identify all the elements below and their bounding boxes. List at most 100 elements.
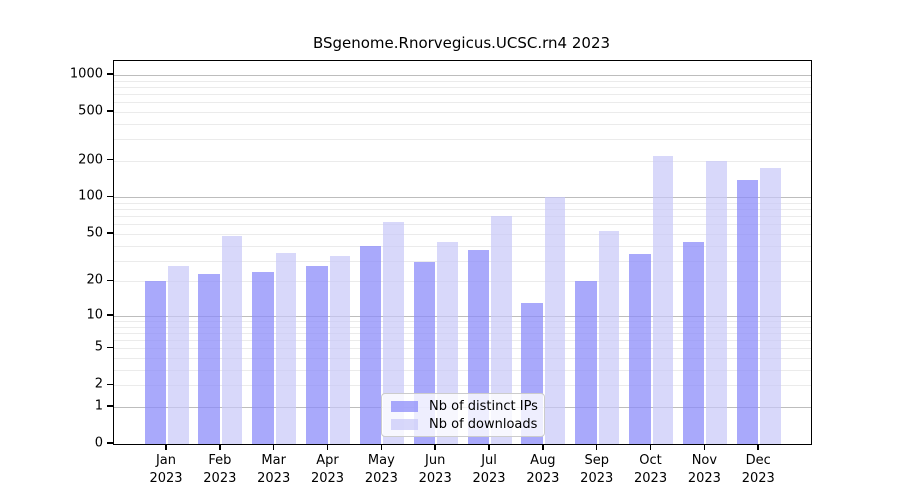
minor-gridline	[114, 332, 811, 334]
bar-ips-nov	[682, 241, 705, 444]
x-tick-mark	[380, 444, 383, 450]
bar-ips-mar	[252, 272, 274, 444]
x-tick-mark	[488, 444, 490, 450]
minor-gridline	[114, 86, 811, 88]
x-tick-mark	[219, 444, 221, 450]
bar-ips-may	[359, 245, 382, 444]
bar-ips-oct	[629, 254, 651, 444]
x-tick-mark	[434, 444, 436, 450]
x-tick-mark	[272, 444, 275, 450]
chart-title: BSgenome.Rnorvegicus.UCSC.rn4 2023	[312, 34, 611, 52]
y-tick-mark	[107, 383, 113, 386]
bar-ips-apr	[306, 266, 328, 444]
bar-downloads-feb	[221, 236, 243, 444]
x-tick-mark	[703, 444, 706, 450]
x-tick-label: Apr 2023	[310, 453, 345, 487]
bar-downloads-nov	[706, 160, 727, 444]
minor-gridline	[114, 139, 811, 141]
bar-downloads-apr	[329, 255, 351, 444]
bar-ips-sep	[575, 281, 597, 444]
y-tick-label: 50	[86, 225, 103, 241]
legend-label-distinct-ips: Nb of distinct IPs	[429, 398, 538, 414]
minor-gridline	[114, 348, 811, 350]
minor-gridline	[114, 160, 811, 162]
y-tick-mark	[107, 195, 113, 198]
x-tick-mark	[326, 444, 329, 450]
minor-gridline	[114, 385, 811, 387]
y-tick-mark	[107, 346, 113, 349]
minor-gridline	[114, 260, 811, 262]
y-tick-mark	[107, 442, 113, 444]
y-tick-label: 1	[94, 398, 103, 414]
y-tick-mark	[107, 73, 113, 75]
legend: Nb of distinct IPs Nb of downloads	[381, 393, 545, 437]
y-tick-label: 20	[86, 272, 103, 288]
x-tick-label: Feb 2023	[203, 453, 237, 487]
y-tick-label: 1000	[69, 66, 103, 82]
minor-gridline	[114, 358, 811, 360]
x-tick-label: Aug 2023	[526, 453, 560, 487]
y-tick-label: 5	[94, 339, 103, 355]
legend-swatch-distinct-ips	[391, 400, 418, 412]
x-tick-label: Jun 2023	[418, 453, 452, 487]
major-gridline	[114, 315, 811, 317]
bar-downloads-jan	[168, 266, 189, 444]
x-tick-mark	[649, 444, 652, 450]
x-tick-mark	[542, 444, 544, 450]
y-tick-mark	[107, 158, 113, 161]
minor-gridline	[114, 209, 811, 211]
minor-gridline	[114, 224, 811, 226]
minor-gridline	[114, 80, 811, 82]
y-tick-mark	[107, 314, 113, 316]
bar-downloads-dec	[760, 167, 781, 444]
y-tick-label: 200	[78, 152, 103, 168]
legend-item-distinct-ips: Nb of distinct IPs	[391, 398, 538, 414]
minor-gridline	[114, 203, 811, 205]
x-tick-label: Jul 2023	[472, 453, 506, 487]
minor-gridline	[114, 326, 811, 328]
x-tick-mark	[165, 444, 167, 450]
bar-downloads-mar	[275, 252, 297, 444]
y-tick-label: 100	[78, 188, 103, 204]
x-tick-label: Nov 2023	[687, 453, 721, 487]
y-tick-label: 10	[86, 307, 103, 323]
y-tick-mark	[107, 110, 113, 112]
minor-gridline	[114, 245, 811, 247]
major-gridline	[114, 197, 811, 199]
x-tick-label: May 2023	[364, 453, 398, 487]
minor-gridline	[114, 340, 811, 342]
y-tick-mark	[107, 279, 113, 282]
y-tick-label: 500	[78, 103, 103, 119]
y-tick-mark	[107, 405, 113, 407]
y-tick-mark	[107, 232, 113, 234]
minor-gridline	[114, 123, 811, 125]
minor-gridline	[114, 369, 811, 371]
x-tick-label: Mar 2023	[257, 453, 291, 487]
bar-ips-jan	[144, 281, 166, 444]
minor-gridline	[114, 93, 811, 95]
x-tick-mark	[757, 444, 759, 450]
bar-ips-feb	[198, 274, 220, 444]
major-gridline	[114, 74, 811, 76]
bar-downloads-aug	[544, 197, 566, 444]
minor-gridline	[114, 321, 811, 322]
y-tick-label: 0	[94, 435, 103, 451]
bar-downloads-jul	[491, 216, 512, 444]
x-tick-label: Oct 2023	[634, 453, 668, 487]
minor-gridline	[114, 216, 811, 218]
bar-downloads-sep	[598, 230, 620, 444]
plot-area	[113, 60, 812, 445]
y-tick-label: 2	[94, 376, 103, 392]
x-tick-label: Jan 2023	[149, 453, 183, 487]
minor-gridline	[114, 102, 811, 104]
minor-gridline	[114, 281, 811, 283]
legend-label-downloads: Nb of downloads	[429, 416, 538, 432]
legend-swatch-downloads	[391, 418, 418, 430]
bar-downloads-oct	[652, 155, 674, 444]
legend-item-downloads: Nb of downloads	[391, 416, 538, 432]
bar-downloads-may	[383, 221, 404, 444]
bar-ips-dec	[736, 179, 759, 444]
minor-gridline	[114, 111, 811, 113]
minor-gridline	[114, 233, 811, 235]
